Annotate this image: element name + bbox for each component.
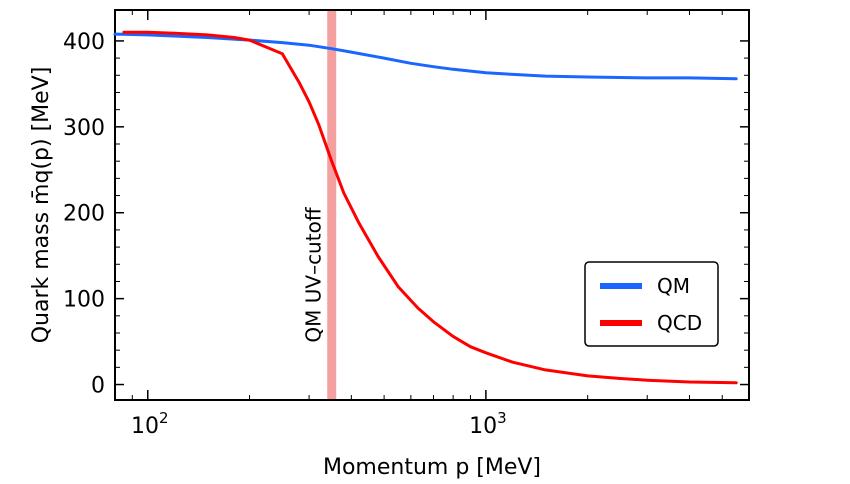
legend-label-qm: QM [657,274,690,298]
y-tick-label: 200 [63,202,105,227]
legend: QM QCD [584,261,719,347]
y-tick-label: 0 [91,374,105,399]
cutoff-band [327,11,337,399]
plot-area: 0 100 200 300 400 102 103 QM UV–cutoff QM QCD [63,9,750,439]
series-line-qcd [122,30,738,385]
x-axis-label: Momentum p [MeV] [323,455,541,480]
ticks: 0 100 200 300 400 102 103 [63,10,750,439]
y-axis-label: Quark mass m̄q(p) [MeV] [29,67,54,344]
y-tick-label: 400 [63,30,105,55]
y-tick-label: 100 [63,288,105,313]
series-lines [113,30,738,385]
annotation: QM UV–cutoff [302,11,337,399]
x-tick-label: 103 [469,409,507,439]
series-line-qm [113,32,738,81]
axes-frame [114,9,750,401]
legend-label-qcd: QCD [657,311,702,335]
x-tick-label: 102 [131,409,169,439]
y-tick-label: 300 [63,116,105,141]
cutoff-label: QM UV–cutoff [302,206,326,342]
